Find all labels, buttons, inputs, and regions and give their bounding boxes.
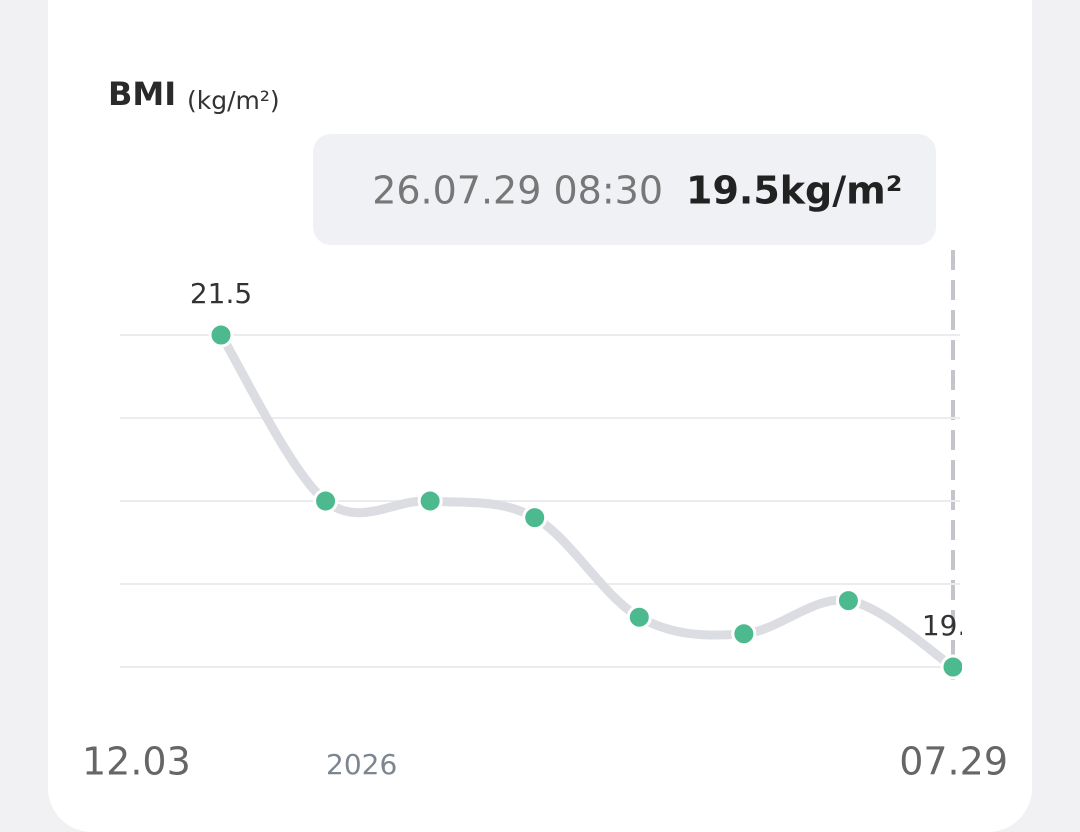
data-label: 21.5 xyxy=(190,277,252,310)
point xyxy=(835,588,861,614)
tooltip-time: 26.07.29 08:30 xyxy=(372,169,663,213)
x-label: 12.03 xyxy=(82,740,191,784)
point xyxy=(522,505,548,531)
points: 21.5 19.5 xyxy=(190,277,984,680)
tooltip xyxy=(313,134,936,245)
point xyxy=(940,654,962,680)
chart-title: BMI xyxy=(108,75,176,113)
tooltip-value: 19.5kg/m² xyxy=(686,169,902,213)
point xyxy=(208,322,234,348)
card xyxy=(48,0,1032,832)
point xyxy=(626,604,652,630)
x-label: 2026 xyxy=(326,748,397,781)
data-label: 19.5 xyxy=(922,609,984,642)
point xyxy=(731,621,757,647)
x-label: 07.29 xyxy=(899,740,1008,784)
unit-label: (kg/m²) xyxy=(187,86,280,115)
point xyxy=(417,488,443,514)
point xyxy=(313,488,339,514)
